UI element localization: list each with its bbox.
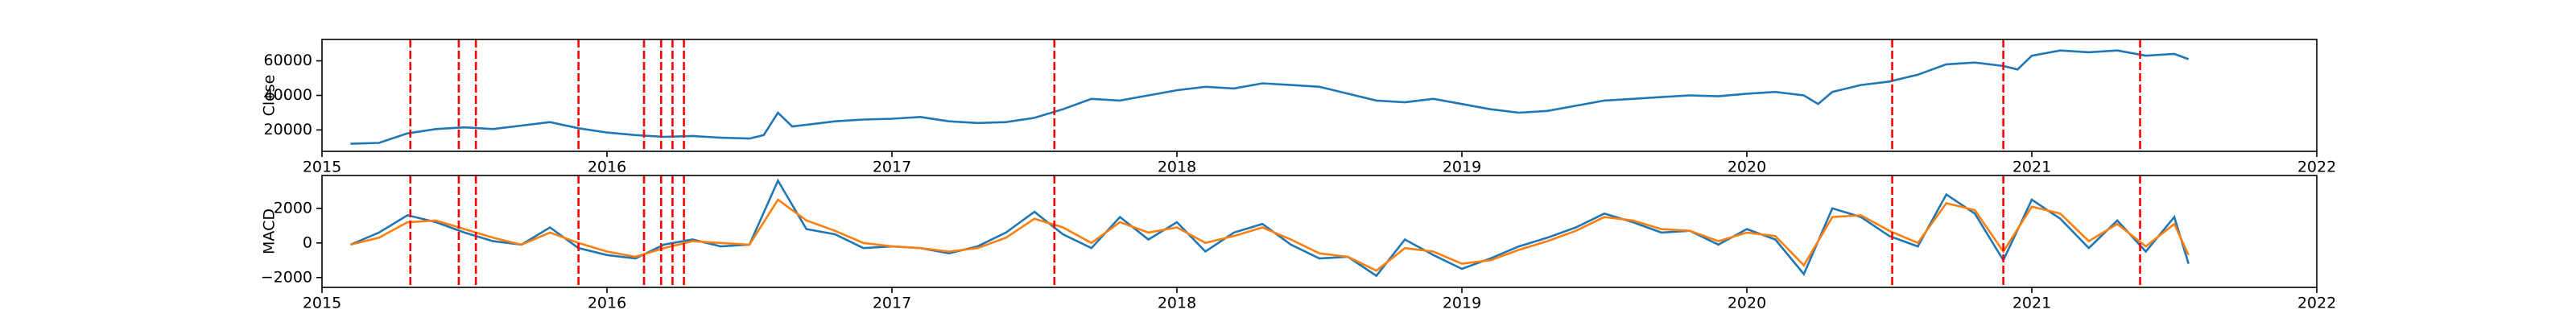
axes-frame bbox=[321, 39, 2318, 152]
x-tick-label: 2018 bbox=[1158, 159, 1196, 176]
series-line bbox=[349, 178, 2190, 278]
x-tick-label: 2015 bbox=[303, 295, 341, 312]
x-tick-label: 2020 bbox=[1728, 159, 1766, 176]
series-line bbox=[350, 49, 2190, 145]
x-tick-label: 2022 bbox=[2297, 159, 2336, 176]
x-tick-label: 2016 bbox=[588, 159, 626, 176]
y-axis-label: Close bbox=[261, 75, 279, 117]
x-tick-label: 2017 bbox=[873, 159, 911, 176]
x-tick-label: 2021 bbox=[2013, 295, 2051, 312]
x-tick-label: 2021 bbox=[2013, 159, 2051, 176]
x-tick-label: 2019 bbox=[1443, 295, 1481, 312]
x-tick-label: 2016 bbox=[588, 295, 626, 312]
x-tick-label: 2020 bbox=[1728, 295, 1766, 312]
x-tick-label: 2019 bbox=[1443, 159, 1481, 176]
axes-frame bbox=[321, 175, 2318, 288]
y-tick-label: 40000 bbox=[264, 86, 312, 104]
y-axis-label: MACD bbox=[261, 208, 279, 254]
x-tick-label: 2015 bbox=[303, 159, 341, 176]
y-tick-label: 2000 bbox=[274, 199, 312, 217]
x-tick-label: 2018 bbox=[1158, 295, 1196, 312]
y-tick-label: 60000 bbox=[264, 52, 312, 69]
series-line bbox=[350, 198, 2190, 272]
y-tick-label: 20000 bbox=[264, 121, 312, 138]
y-tick-label: 0 bbox=[303, 233, 312, 251]
y-tick-label: −2000 bbox=[261, 268, 312, 286]
x-tick-label: 2022 bbox=[2297, 295, 2336, 312]
x-tick-label: 2017 bbox=[873, 295, 911, 312]
